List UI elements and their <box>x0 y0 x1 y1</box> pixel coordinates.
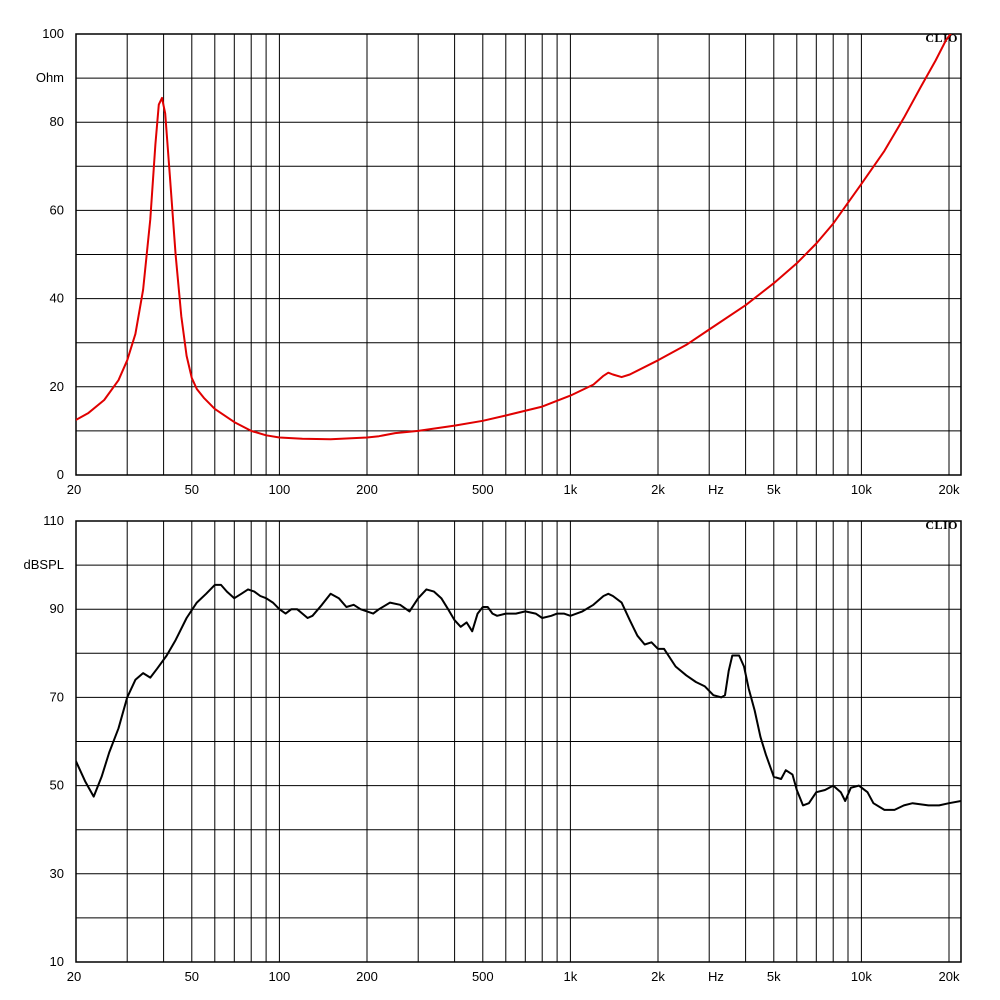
chart-1-x-tick-label: 2k <box>651 482 665 497</box>
chart-2-x-tick-label: 20 <box>67 969 81 984</box>
chart-2-y-tick-label: 70 <box>50 689 64 704</box>
chart-2-x-tick-label: 10k <box>851 969 872 984</box>
chart-1-frame <box>75 33 962 476</box>
chart-1-x-tick-label: 10k <box>851 482 872 497</box>
chart-2-brand-label: CLIO <box>925 518 958 532</box>
chart-2-y-tick-label: 50 <box>50 778 64 793</box>
chart-1-y-tick-label: 80 <box>50 114 64 129</box>
chart-2: 10 30 50 70 90 110 20 50 100 200 500 1k 2k 5k 10k 20k Hz… <box>24 513 962 984</box>
chart-2-y-tick-label: 30 <box>50 866 64 881</box>
chart-2-y-axis-label: dBSPL <box>24 557 64 572</box>
chart-1-y-tick-label: 100 <box>42 26 64 41</box>
chart-1-series-line <box>76 34 952 441</box>
chart-1-x-tick-label: 1k <box>564 482 578 497</box>
chart-1-y-tick-label: 20 <box>50 379 64 394</box>
chart-2-x-tick-label: 100 <box>269 969 291 984</box>
chart-1-x-tick-label: 20 <box>67 482 81 497</box>
chart-1-x-axis-label: Hz <box>708 482 724 497</box>
chart-1-y-tick-label: 0 <box>57 467 64 482</box>
chart-1-y-tick-label: 40 <box>50 291 64 306</box>
chart-2-y-tick-label: 90 <box>50 601 64 616</box>
chart-1-x-tick-label: 5k <box>767 482 781 497</box>
chart-2-y-tick-label: 110 <box>43 513 64 528</box>
chart-1-brand-label: CLIO <box>925 31 958 45</box>
chart-1-y-axis-label: Ohm <box>36 70 64 85</box>
chart-2-frame <box>75 520 962 963</box>
chart-2-x-tick-label: 1k <box>564 969 578 984</box>
chart-2-x-tick-label: 5k <box>767 969 781 984</box>
chart-2-y-tick-label: 10 <box>50 954 64 969</box>
chart-2-x-tick-label: 2k <box>651 969 665 984</box>
chart-2-grid <box>76 521 961 962</box>
chart-2-x-tick-label: 200 <box>356 969 378 984</box>
chart-1-y-tick-label: 60 <box>50 202 64 217</box>
chart-1-x-tick-label: 200 <box>356 482 378 497</box>
chart-1-x-tick-label: 20k <box>939 482 960 497</box>
chart-2-x-tick-label: 500 <box>472 969 494 984</box>
chart-1-grid <box>76 34 961 475</box>
chart-1-x-tick-label: 50 <box>185 482 199 497</box>
chart-2-x-tick-label: 50 <box>185 969 199 984</box>
chart-1-x-tick-label: 500 <box>472 482 494 497</box>
chart-2-x-axis-label: Hz <box>708 969 724 984</box>
chart-2-series-line <box>76 583 961 811</box>
chart-2-x-tick-label: 20k <box>939 969 960 984</box>
chart-1-x-tick-label: 100 <box>269 482 291 497</box>
